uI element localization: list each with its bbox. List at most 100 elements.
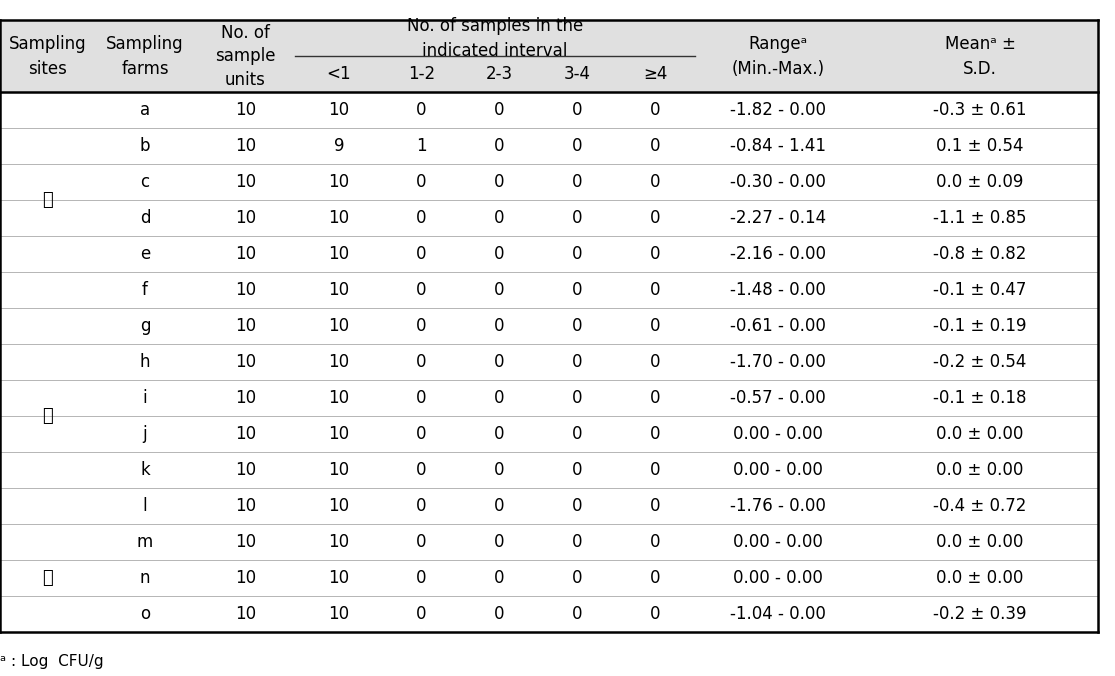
Text: 0.00 - 0.00: 0.00 - 0.00 (734, 425, 823, 443)
Text: 10: 10 (329, 533, 349, 551)
Text: 10: 10 (329, 245, 349, 263)
Text: d: d (139, 209, 151, 227)
Text: 9: 9 (333, 137, 345, 155)
Text: 10: 10 (329, 101, 349, 119)
Text: -0.1 ± 0.47: -0.1 ± 0.47 (933, 281, 1027, 299)
Text: 10: 10 (235, 353, 255, 371)
Text: 10: 10 (329, 569, 349, 587)
Text: -1.48 - 0.00: -1.48 - 0.00 (730, 281, 826, 299)
Text: b: b (139, 137, 151, 155)
Text: 0: 0 (650, 389, 661, 407)
Text: 0: 0 (572, 425, 583, 443)
Text: 0: 0 (650, 461, 661, 479)
Text: -0.1 ± 0.19: -0.1 ± 0.19 (933, 317, 1027, 335)
Text: -0.84 - 1.41: -0.84 - 1.41 (730, 137, 826, 155)
Text: -0.8 ± 0.82: -0.8 ± 0.82 (933, 245, 1027, 263)
Text: 0.00 - 0.00: 0.00 - 0.00 (734, 533, 823, 551)
Text: -2.16 - 0.00: -2.16 - 0.00 (730, 245, 826, 263)
Text: -1.70 - 0.00: -1.70 - 0.00 (730, 353, 826, 371)
Text: 0: 0 (416, 353, 427, 371)
Text: n: n (139, 569, 151, 587)
Text: 0: 0 (572, 569, 583, 587)
Text: 10: 10 (329, 353, 349, 371)
Text: 0.0 ± 0.09: 0.0 ± 0.09 (937, 173, 1024, 191)
Text: -0.61 - 0.00: -0.61 - 0.00 (730, 317, 826, 335)
Text: -0.57 - 0.00: -0.57 - 0.00 (730, 389, 826, 407)
Text: 0: 0 (416, 425, 427, 443)
Text: No. of samples in the
indicated interval: No. of samples in the indicated interval (407, 17, 583, 59)
Text: 0: 0 (494, 461, 505, 479)
Text: 0.0 ± 0.00: 0.0 ± 0.00 (937, 461, 1024, 479)
Text: 0: 0 (572, 245, 583, 263)
Text: 0: 0 (416, 605, 427, 623)
Text: 0: 0 (416, 317, 427, 335)
Text: -1.82 - 0.00: -1.82 - 0.00 (730, 101, 826, 119)
Text: 0: 0 (494, 101, 505, 119)
Text: 10: 10 (235, 605, 255, 623)
Text: 10: 10 (235, 569, 255, 587)
Text: m: m (137, 533, 153, 551)
Text: 0: 0 (494, 353, 505, 371)
Text: 3-4: 3-4 (564, 66, 591, 83)
Text: 0: 0 (416, 569, 427, 587)
Text: 0: 0 (494, 605, 505, 623)
Text: 0: 0 (416, 461, 427, 479)
Text: 0: 0 (650, 209, 661, 227)
Text: e: e (139, 245, 151, 263)
Text: 0: 0 (416, 101, 427, 119)
Text: 0: 0 (416, 389, 427, 407)
Bar (0, 92, 1098, 632)
Text: 0.0 ± 0.00: 0.0 ± 0.00 (937, 569, 1024, 587)
Text: Rangeᵃ
(Min.-Max.): Rangeᵃ (Min.-Max.) (731, 34, 825, 78)
Text: ᵃ : Log  CFU/g: ᵃ : Log CFU/g (0, 654, 104, 669)
Text: i: i (143, 389, 147, 407)
Text: 0: 0 (494, 173, 505, 191)
Text: j: j (143, 425, 147, 443)
Text: 0.0 ± 0.00: 0.0 ± 0.00 (937, 533, 1024, 551)
Text: ≥4: ≥4 (643, 66, 668, 83)
Text: 가: 가 (42, 191, 52, 209)
Text: Sampling
farms: Sampling farms (106, 34, 184, 78)
Text: 0: 0 (416, 497, 427, 515)
Text: 0: 0 (572, 605, 583, 623)
Text: 0: 0 (650, 353, 661, 371)
Text: c: c (140, 173, 149, 191)
Text: 0: 0 (494, 209, 505, 227)
Text: 10: 10 (329, 209, 349, 227)
Text: 10: 10 (329, 173, 349, 191)
Text: 0: 0 (572, 173, 583, 191)
Text: 0: 0 (650, 281, 661, 299)
Text: 10: 10 (235, 137, 255, 155)
Text: 0.00 - 0.00: 0.00 - 0.00 (734, 569, 823, 587)
Text: 10: 10 (235, 281, 255, 299)
Text: -0.1 ± 0.18: -0.1 ± 0.18 (933, 389, 1027, 407)
Text: 0: 0 (650, 425, 661, 443)
Text: 0: 0 (416, 281, 427, 299)
Text: l: l (143, 497, 147, 515)
Text: 다: 다 (42, 569, 52, 587)
Text: 0: 0 (416, 533, 427, 551)
Text: a: a (139, 101, 151, 119)
Text: -1.76 - 0.00: -1.76 - 0.00 (730, 497, 826, 515)
Text: 0: 0 (494, 497, 505, 515)
Text: -0.2 ± 0.54: -0.2 ± 0.54 (933, 353, 1027, 371)
Text: 0: 0 (572, 461, 583, 479)
Text: 0: 0 (650, 101, 661, 119)
Text: 0: 0 (416, 209, 427, 227)
Text: 0: 0 (494, 389, 505, 407)
Text: -2.27 - 0.14: -2.27 - 0.14 (730, 209, 826, 227)
Text: 0: 0 (572, 281, 583, 299)
Text: 0.0 ± 0.00: 0.0 ± 0.00 (937, 425, 1024, 443)
Text: No. of
sample
units: No. of sample units (215, 24, 275, 89)
Text: 10: 10 (235, 425, 255, 443)
Text: -1.04 - 0.00: -1.04 - 0.00 (730, 605, 826, 623)
Bar (0, 20, 1098, 92)
Text: 1-2: 1-2 (408, 66, 435, 83)
Text: 0: 0 (572, 389, 583, 407)
Text: 0: 0 (494, 425, 505, 443)
Text: Sampling
sites: Sampling sites (9, 34, 86, 78)
Text: 10: 10 (235, 461, 255, 479)
Text: 10: 10 (329, 425, 349, 443)
Text: 10: 10 (329, 281, 349, 299)
Text: 0: 0 (572, 353, 583, 371)
